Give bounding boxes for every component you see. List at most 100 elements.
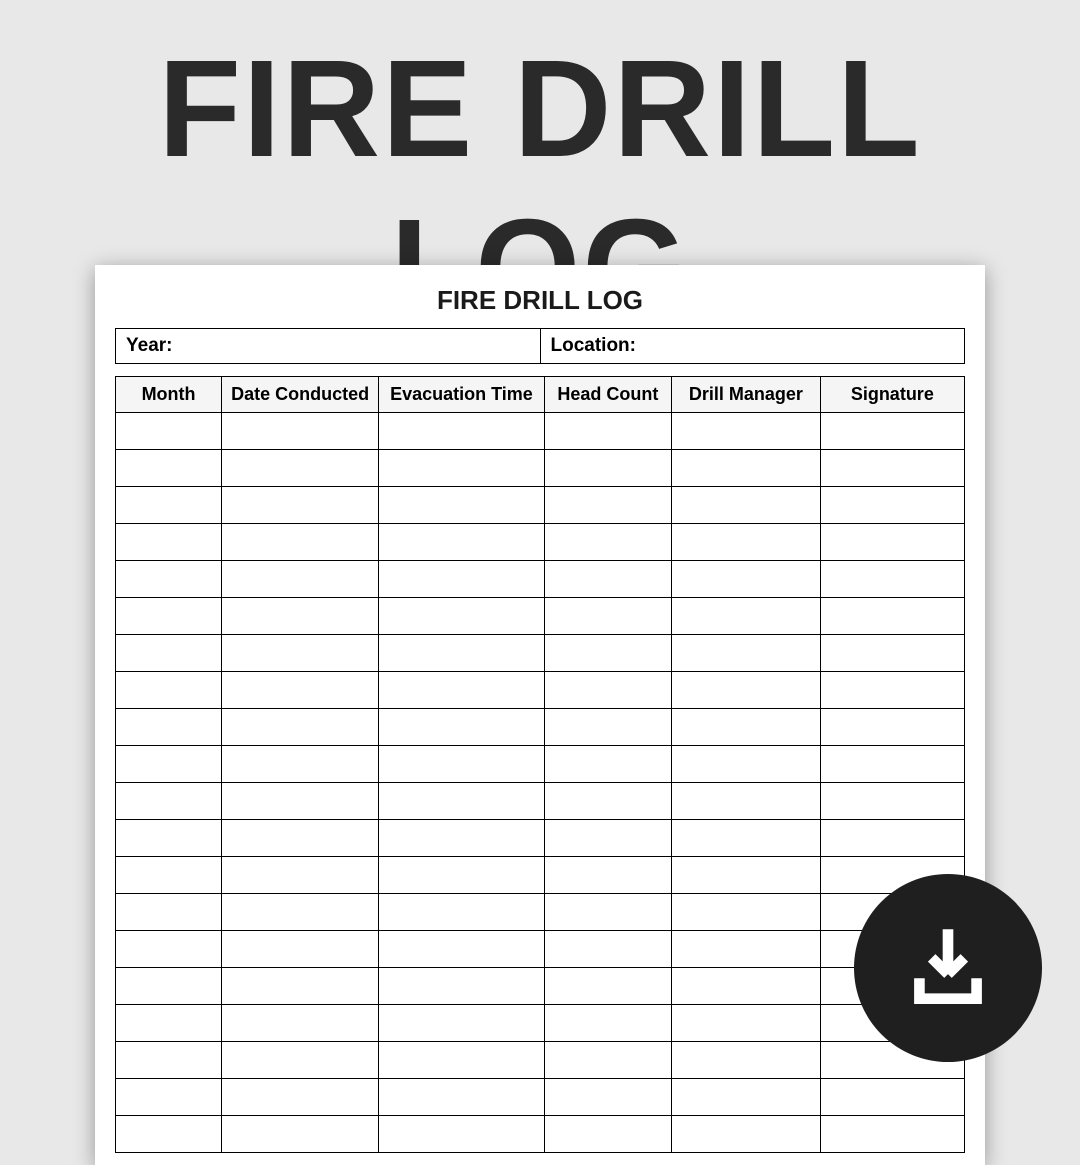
- table-cell: [544, 968, 671, 1005]
- table-cell: [379, 524, 545, 561]
- table-row: [116, 894, 965, 931]
- table-cell: [820, 487, 964, 524]
- table-cell: [379, 1079, 545, 1116]
- table-cell: [379, 894, 545, 931]
- location-label: Location:: [540, 329, 965, 363]
- table-cell: [222, 968, 379, 1005]
- table-cell: [672, 1079, 821, 1116]
- table-cell: [379, 746, 545, 783]
- table-cell: [222, 672, 379, 709]
- table-row: [116, 746, 965, 783]
- table-cell: [222, 746, 379, 783]
- table-cell: [222, 820, 379, 857]
- table-cell: [544, 413, 671, 450]
- table-cell: [544, 857, 671, 894]
- table-cell: [672, 598, 821, 635]
- table-cell: [544, 1116, 671, 1153]
- table-cell: [544, 524, 671, 561]
- table-cell: [672, 783, 821, 820]
- table-cell: [222, 635, 379, 672]
- table-cell: [820, 413, 964, 450]
- table-cell: [820, 709, 964, 746]
- table-cell: [544, 1005, 671, 1042]
- table-row: [116, 709, 965, 746]
- col-header-sig: Signature: [820, 377, 964, 413]
- table-cell: [379, 635, 545, 672]
- table-row: [116, 561, 965, 598]
- table-header-row: Month Date Conducted Evacuation Time Hea…: [116, 377, 965, 413]
- table-cell: [820, 1116, 964, 1153]
- table-row: [116, 635, 965, 672]
- table-cell: [672, 450, 821, 487]
- table-cell: [379, 672, 545, 709]
- col-header-mgr: Drill Manager: [672, 377, 821, 413]
- table-cell: [116, 746, 222, 783]
- table-row: [116, 931, 965, 968]
- table-row: [116, 857, 965, 894]
- log-sheet: FIRE DRILL LOG Year: Location: Month Dat…: [95, 265, 985, 1165]
- table-cell: [116, 450, 222, 487]
- table-cell: [116, 857, 222, 894]
- table-cell: [672, 857, 821, 894]
- download-button[interactable]: [854, 874, 1042, 1062]
- table-cell: [672, 561, 821, 598]
- log-table: Month Date Conducted Evacuation Time Hea…: [115, 376, 965, 1153]
- col-header-date: Date Conducted: [222, 377, 379, 413]
- table-cell: [820, 1079, 964, 1116]
- table-cell: [672, 894, 821, 931]
- table-cell: [116, 783, 222, 820]
- table-cell: [379, 561, 545, 598]
- table-cell: [544, 783, 671, 820]
- table-cell: [544, 1079, 671, 1116]
- col-header-head: Head Count: [544, 377, 671, 413]
- table-cell: [379, 783, 545, 820]
- table-cell: [820, 524, 964, 561]
- table-cell: [672, 746, 821, 783]
- table-cell: [820, 598, 964, 635]
- table-cell: [222, 857, 379, 894]
- table-cell: [672, 635, 821, 672]
- table-cell: [379, 413, 545, 450]
- table-cell: [116, 598, 222, 635]
- table-row: [116, 413, 965, 450]
- table-cell: [379, 820, 545, 857]
- table-cell: [820, 450, 964, 487]
- download-icon: [899, 917, 997, 1020]
- table-row: [116, 1042, 965, 1079]
- table-cell: [820, 635, 964, 672]
- table-cell: [672, 1116, 821, 1153]
- table-cell: [672, 524, 821, 561]
- table-cell: [820, 672, 964, 709]
- table-cell: [544, 709, 671, 746]
- table-cell: [544, 487, 671, 524]
- table-cell: [116, 1042, 222, 1079]
- table-cell: [672, 931, 821, 968]
- col-header-evac: Evacuation Time: [379, 377, 545, 413]
- table-cell: [672, 413, 821, 450]
- table-cell: [379, 968, 545, 1005]
- table-cell: [222, 1005, 379, 1042]
- table-cell: [379, 487, 545, 524]
- table-cell: [116, 561, 222, 598]
- table-cell: [820, 746, 964, 783]
- table-cell: [379, 857, 545, 894]
- table-cell: [379, 450, 545, 487]
- table-cell: [544, 598, 671, 635]
- table-cell: [116, 1005, 222, 1042]
- table-cell: [544, 635, 671, 672]
- table-row: [116, 450, 965, 487]
- table-row: [116, 968, 965, 1005]
- table-row: [116, 524, 965, 561]
- table-cell: [222, 931, 379, 968]
- table-cell: [116, 709, 222, 746]
- table-cell: [222, 598, 379, 635]
- table-cell: [379, 1116, 545, 1153]
- table-row: [116, 1116, 965, 1153]
- table-row: [116, 1005, 965, 1042]
- table-row: [116, 783, 965, 820]
- table-cell: [116, 1079, 222, 1116]
- table-cell: [544, 894, 671, 931]
- table-cell: [379, 598, 545, 635]
- table-cell: [116, 1116, 222, 1153]
- table-cell: [116, 968, 222, 1005]
